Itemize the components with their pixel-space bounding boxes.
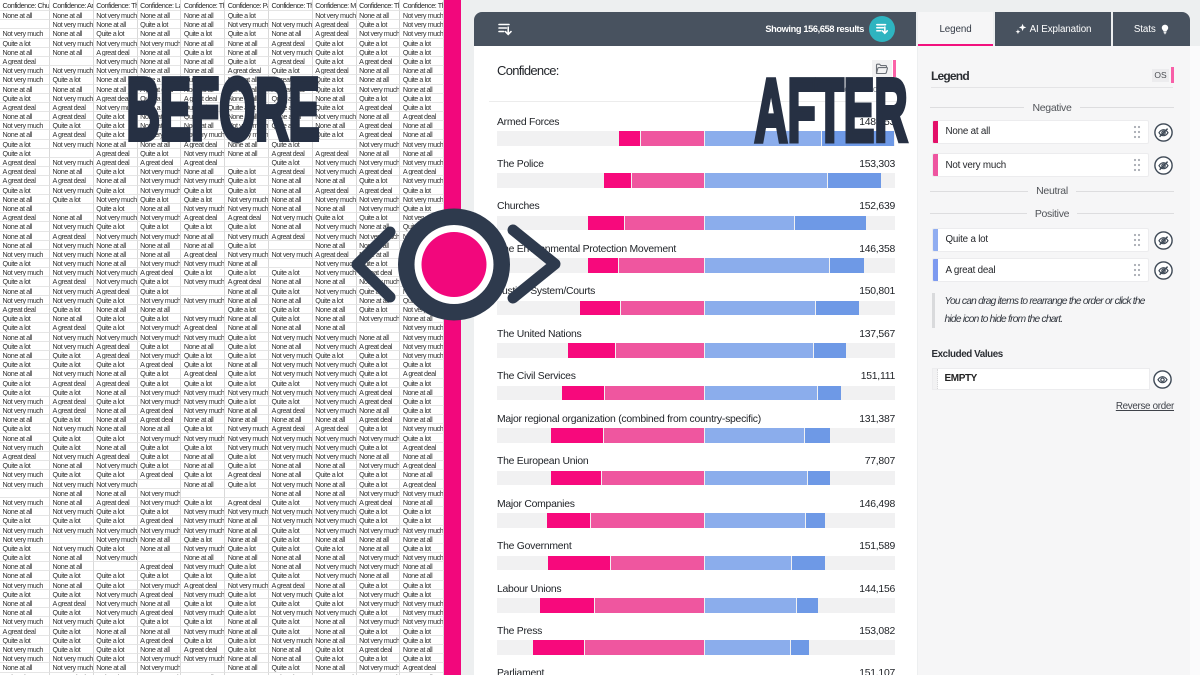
svg-text:BEFORE: BEFORE	[127, 75, 320, 147]
svg-text:AFTER: AFTER	[755, 76, 908, 148]
